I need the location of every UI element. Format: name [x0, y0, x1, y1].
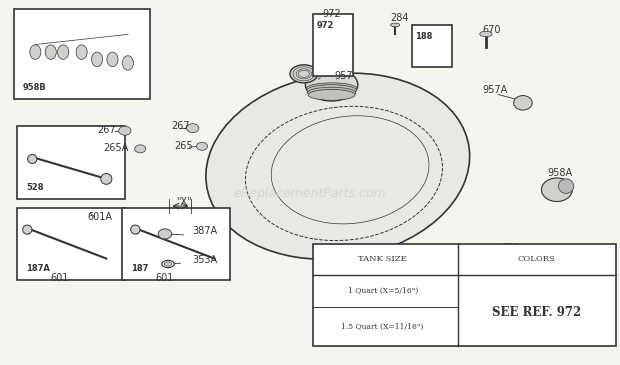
- Text: 957A: 957A: [482, 85, 508, 95]
- Ellipse shape: [206, 73, 470, 259]
- Ellipse shape: [306, 83, 357, 94]
- Bar: [17, 126, 125, 199]
- Text: 1 Quart (X=5/16"): 1 Quart (X=5/16"): [348, 287, 418, 295]
- Ellipse shape: [158, 229, 172, 239]
- Text: eReplacementParts.com: eReplacementParts.com: [234, 187, 386, 200]
- Ellipse shape: [28, 154, 37, 164]
- Text: 187: 187: [131, 264, 148, 273]
- Ellipse shape: [58, 45, 69, 59]
- Text: 265A: 265A: [103, 143, 128, 153]
- Text: 265: 265: [174, 141, 193, 151]
- Ellipse shape: [500, 254, 528, 274]
- Text: 601: 601: [156, 273, 174, 284]
- Bar: [313, 14, 353, 76]
- Ellipse shape: [164, 262, 172, 266]
- Ellipse shape: [308, 87, 356, 98]
- Text: 267: 267: [171, 121, 190, 131]
- Text: 972: 972: [322, 9, 341, 19]
- Ellipse shape: [516, 255, 529, 268]
- Text: 188: 188: [415, 32, 432, 41]
- Bar: [313, 244, 616, 346]
- Ellipse shape: [541, 178, 572, 201]
- Ellipse shape: [76, 45, 87, 59]
- Text: 972: 972: [316, 21, 334, 30]
- Bar: [412, 25, 452, 66]
- Text: SEE REF. 972: SEE REF. 972: [492, 306, 582, 319]
- Text: 670: 670: [483, 25, 502, 35]
- Ellipse shape: [187, 124, 199, 133]
- Text: 387A: 387A: [193, 226, 218, 237]
- Text: 1.5 Quart (X=11/16"): 1.5 Quart (X=11/16"): [342, 323, 424, 331]
- Bar: [122, 208, 230, 280]
- Text: COLORS: COLORS: [518, 255, 556, 263]
- Text: 958: 958: [502, 243, 520, 253]
- Ellipse shape: [118, 126, 131, 135]
- Ellipse shape: [107, 52, 118, 66]
- Text: TANK SIZE: TANK SIZE: [358, 255, 407, 263]
- Ellipse shape: [135, 145, 146, 153]
- Ellipse shape: [131, 225, 140, 234]
- Ellipse shape: [23, 225, 32, 234]
- Text: 187A: 187A: [26, 264, 50, 273]
- Ellipse shape: [101, 173, 112, 184]
- Text: 958A: 958A: [547, 168, 572, 178]
- Ellipse shape: [559, 179, 574, 193]
- Ellipse shape: [45, 45, 56, 59]
- Ellipse shape: [92, 52, 103, 66]
- Text: 284: 284: [390, 13, 409, 23]
- Text: 267: 267: [97, 125, 115, 135]
- Text: "X": "X": [175, 197, 192, 207]
- Ellipse shape: [197, 142, 208, 150]
- Text: 601A: 601A: [87, 212, 113, 222]
- Ellipse shape: [290, 65, 317, 83]
- Bar: [17, 208, 125, 280]
- Ellipse shape: [308, 89, 355, 100]
- Text: 601: 601: [51, 273, 69, 284]
- Ellipse shape: [514, 96, 532, 110]
- Bar: [14, 9, 149, 99]
- Ellipse shape: [307, 85, 356, 96]
- Text: 353A: 353A: [193, 255, 218, 265]
- Text: 957: 957: [335, 71, 353, 81]
- Text: 958B: 958B: [23, 83, 46, 92]
- Ellipse shape: [480, 31, 492, 37]
- Text: 528: 528: [26, 182, 43, 192]
- Ellipse shape: [30, 45, 41, 59]
- Ellipse shape: [306, 68, 358, 101]
- Ellipse shape: [122, 56, 133, 70]
- Ellipse shape: [391, 23, 400, 27]
